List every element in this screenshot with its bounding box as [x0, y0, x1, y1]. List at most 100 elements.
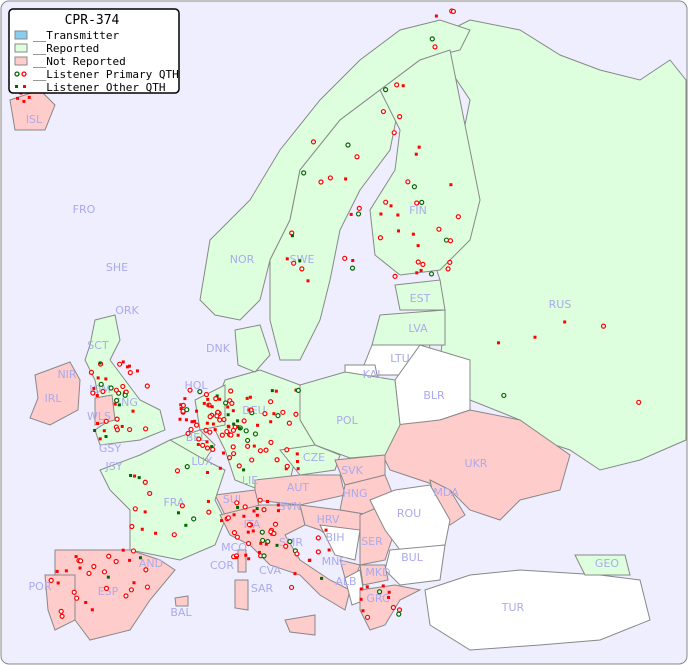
listener-other-marker — [195, 409, 199, 413]
legend-primary-green-icon — [14, 71, 20, 77]
listener-other-marker — [344, 177, 348, 181]
listener-other-marker — [131, 409, 135, 413]
listener-other-marker — [242, 514, 246, 518]
listener-other-marker — [496, 341, 500, 345]
listener-other-marker — [434, 14, 438, 18]
country-label-fro: FRO — [73, 203, 96, 216]
listener-other-marker — [78, 566, 82, 570]
listener-primary-marker — [196, 436, 202, 442]
listener-primary-marker — [224, 428, 230, 435]
listener-primary-marker — [445, 266, 451, 272]
listener-primary-marker — [117, 361, 123, 367]
listener-other-marker — [396, 213, 400, 217]
listener-primary-marker — [221, 416, 227, 423]
listener-primary-marker — [231, 530, 238, 536]
listener-primary-marker — [191, 516, 197, 522]
listener-other-marker — [272, 412, 276, 416]
listener-other-marker — [117, 403, 121, 407]
country-label-ser: SER — [361, 535, 383, 548]
listener-primary-marker — [429, 36, 435, 42]
listener-other-marker — [259, 541, 263, 545]
country-label-tur: TUR — [501, 601, 525, 614]
listener-primary-marker — [263, 447, 269, 453]
listener-primary-marker — [180, 402, 187, 409]
listener-other-marker — [379, 212, 383, 216]
listener-other-marker — [206, 397, 210, 401]
listener-other-marker — [84, 600, 88, 604]
listener-primary-marker — [185, 430, 191, 437]
listener-primary-marker — [380, 108, 387, 115]
listener-other-marker — [247, 557, 251, 561]
listener-primary-marker — [291, 260, 297, 266]
listener-primary-marker — [214, 413, 220, 419]
legend-swatch-not-reported — [14, 56, 28, 66]
country-label-dnk: DNK — [206, 342, 231, 355]
listener-other-marker — [245, 396, 249, 400]
listener-other-marker — [64, 569, 68, 573]
country-label-svn: SVN — [279, 500, 302, 513]
country-label-hrv: HRV — [317, 513, 340, 526]
listener-other-marker — [293, 572, 297, 576]
listener-other-marker — [320, 576, 324, 580]
listener-other-marker — [298, 259, 302, 263]
country-label-mne: MNE — [322, 555, 347, 568]
listener-other-marker — [248, 395, 252, 399]
listener-primary-marker — [396, 607, 403, 613]
listener-other-marker — [533, 335, 537, 339]
listener-other-marker — [125, 365, 129, 369]
listener-other-marker — [178, 417, 182, 421]
listener-other-marker — [98, 361, 102, 365]
listener-other-marker — [121, 360, 125, 364]
country-mkd — [359, 564, 389, 586]
country-label-ukr: UKR — [465, 457, 488, 470]
listener-primary-marker — [228, 432, 234, 438]
listener-other-marker — [265, 499, 269, 503]
listener-primary-marker — [171, 532, 177, 538]
listener-other-marker — [359, 587, 363, 591]
listener-other-marker — [22, 99, 26, 103]
country-label-mco: MCO — [221, 541, 247, 554]
listener-other-marker — [143, 510, 147, 514]
listener-other-marker — [414, 152, 418, 156]
country-lva — [371, 309, 446, 346]
listener-other-marker — [120, 424, 124, 428]
listener-other-marker — [276, 509, 280, 513]
listener-other-marker — [211, 422, 215, 426]
listener-primary-marker — [108, 385, 114, 391]
listener-primary-marker — [268, 399, 274, 405]
listener-primary-marker — [261, 553, 267, 559]
listener-primary-marker — [447, 238, 454, 244]
country-tur — [424, 569, 651, 651]
listener-primary-marker — [245, 443, 251, 449]
listener-other-marker — [387, 595, 391, 599]
listener-other-marker — [236, 505, 240, 509]
listener-primary-marker — [392, 273, 398, 279]
listener-primary-marker — [272, 521, 279, 527]
listener-other-marker — [113, 402, 117, 406]
legend-other-red-icon — [23, 85, 26, 88]
listener-primary-marker — [294, 551, 300, 557]
listener-primary-marker — [414, 200, 420, 206]
listener-primary-marker — [243, 428, 249, 434]
listener-primary-marker — [274, 457, 280, 463]
country-swe — [269, 89, 401, 361]
country-bih — [319, 524, 361, 561]
listener-other-marker — [242, 468, 246, 472]
listener-primary-marker — [230, 444, 236, 450]
country-label-aut: AUT — [287, 481, 310, 494]
listener-primary-marker — [144, 584, 151, 590]
listener-primary-marker — [283, 543, 289, 549]
country-label-grc: GRC — [366, 592, 390, 605]
listener-primary-marker — [310, 139, 317, 145]
listener-other-marker — [324, 528, 328, 532]
listener-other-marker — [238, 427, 242, 431]
listener-primary-marker — [318, 179, 324, 185]
listener-primary-marker — [144, 383, 150, 389]
listener-primary-marker — [58, 608, 64, 614]
country-label-ltu: LTU — [390, 352, 409, 365]
listener-primary-marker — [432, 44, 438, 50]
listener-other-marker — [269, 420, 273, 424]
listener-primary-marker — [174, 468, 181, 474]
listener-primary-marker — [228, 388, 234, 394]
listener-other-marker — [102, 429, 106, 433]
